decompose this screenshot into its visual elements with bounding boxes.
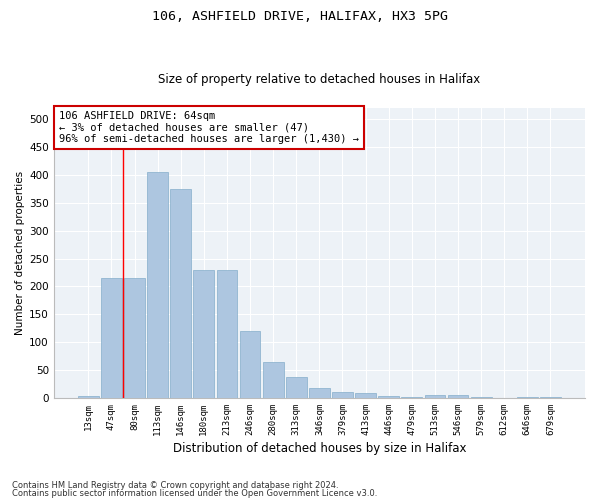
Text: 106, ASHFIELD DRIVE, HALIFAX, HX3 5PG: 106, ASHFIELD DRIVE, HALIFAX, HX3 5PG bbox=[152, 10, 448, 23]
Bar bbox=[263, 362, 284, 398]
Bar bbox=[332, 392, 353, 398]
Bar bbox=[78, 396, 99, 398]
Bar bbox=[286, 377, 307, 398]
Bar bbox=[355, 394, 376, 398]
Bar bbox=[124, 278, 145, 398]
Text: Contains HM Land Registry data © Crown copyright and database right 2024.: Contains HM Land Registry data © Crown c… bbox=[12, 481, 338, 490]
Bar bbox=[239, 331, 260, 398]
Bar bbox=[147, 172, 168, 398]
Bar bbox=[379, 396, 399, 398]
Y-axis label: Number of detached properties: Number of detached properties bbox=[15, 171, 25, 335]
Bar bbox=[193, 270, 214, 398]
Text: Contains public sector information licensed under the Open Government Licence v3: Contains public sector information licen… bbox=[12, 488, 377, 498]
Bar bbox=[101, 278, 122, 398]
Bar bbox=[170, 189, 191, 398]
Text: 106 ASHFIELD DRIVE: 64sqm
← 3% of detached houses are smaller (47)
96% of semi-d: 106 ASHFIELD DRIVE: 64sqm ← 3% of detach… bbox=[59, 111, 359, 144]
Bar bbox=[425, 395, 445, 398]
Bar bbox=[448, 395, 469, 398]
Bar bbox=[217, 270, 238, 398]
Title: Size of property relative to detached houses in Halifax: Size of property relative to detached ho… bbox=[158, 73, 481, 86]
Bar bbox=[309, 388, 330, 398]
X-axis label: Distribution of detached houses by size in Halifax: Distribution of detached houses by size … bbox=[173, 442, 466, 455]
